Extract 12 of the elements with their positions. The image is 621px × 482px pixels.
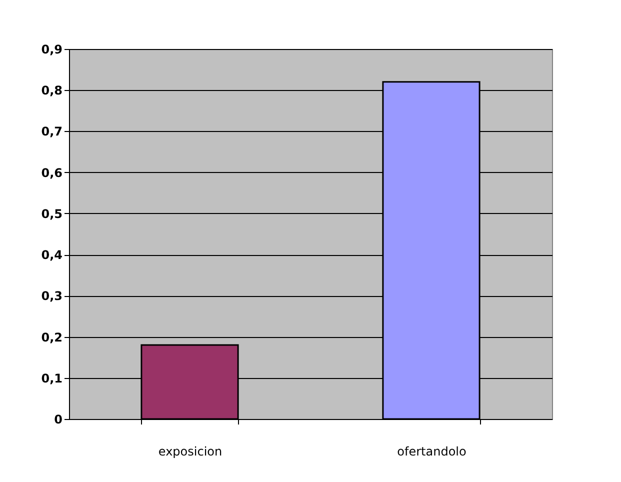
y-tick-label: 0,5 (41, 206, 62, 221)
y-tick-label: 0,6 (41, 166, 62, 180)
y-tick-label: 0,9 (41, 42, 62, 56)
y-tick-label: 0,3 (41, 289, 62, 304)
x-tick-label: ofertandolo (397, 444, 466, 458)
y-tick-label: 0,8 (41, 84, 62, 98)
y-tick-label: 0,7 (41, 124, 62, 139)
y-tick-label: 0 (54, 412, 62, 426)
x-tick-label: exposicion (158, 444, 222, 458)
y-tick-label: 0,1 (41, 371, 62, 386)
y-tick-label: 0,2 (41, 330, 62, 344)
y-tick-label: 0,4 (41, 248, 62, 262)
